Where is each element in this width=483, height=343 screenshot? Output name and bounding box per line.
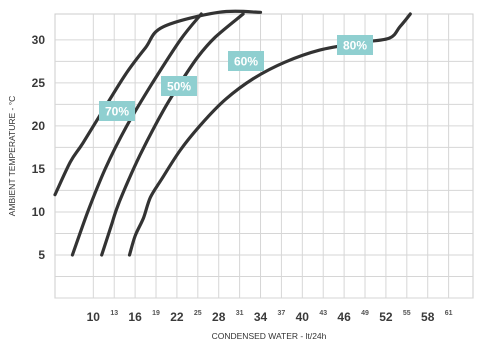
y-axis-title: AMBIENT TEMPERATURE - °C xyxy=(7,96,17,217)
x-tick-label: 16 xyxy=(128,310,142,324)
curves xyxy=(53,9,412,257)
x-tick-label: 46 xyxy=(337,310,351,324)
x-tick-label-minor: 61 xyxy=(445,310,453,317)
y-tick-label: 10 xyxy=(32,205,46,219)
series-label-text: 60% xyxy=(234,55,258,69)
series-label-60-percent: 60% xyxy=(228,51,264,71)
x-tick-label-minor: 55 xyxy=(403,310,411,317)
x-tick-labels: 10 16 22 28 34 40 46 52 58 13 19 25 31 37 43 49 55 61 xyxy=(87,310,453,324)
x-tick-label: 58 xyxy=(421,310,435,324)
x-tick-label: 34 xyxy=(254,310,268,324)
series-labels: 50% 60% 70% 80% xyxy=(99,35,373,121)
x-tick-label-minor: 31 xyxy=(236,310,244,317)
y-tick-label: 25 xyxy=(32,76,46,90)
series-label-80-percent: 80% xyxy=(337,35,373,55)
y-tick-label: 30 xyxy=(32,33,46,47)
series-label-box xyxy=(337,35,373,55)
x-tick-label-minor: 49 xyxy=(361,310,369,317)
curve-50-percent xyxy=(70,12,203,257)
y-tick-labels: 5 10 15 20 25 30 xyxy=(32,33,46,262)
x-tick-label: 28 xyxy=(212,310,226,324)
curve-70-percent xyxy=(53,9,263,197)
x-tick-label-minor: 13 xyxy=(110,310,118,317)
x-tick-label: 52 xyxy=(379,310,393,324)
y-tick-label: 15 xyxy=(32,162,46,176)
x-tick-label: 10 xyxy=(87,310,101,324)
x-tick-label-minor: 43 xyxy=(319,310,327,317)
series-label-text: 80% xyxy=(343,39,367,53)
series-label-text: 50% xyxy=(167,80,191,94)
x-tick-label: 22 xyxy=(170,310,184,324)
curve-60-percent xyxy=(100,12,245,257)
x-tick-label-minor: 37 xyxy=(278,310,286,317)
y-tick-label: 20 xyxy=(32,119,46,133)
x-tick-label-minor: 19 xyxy=(152,310,160,317)
x-axis-title: CONDENSED WATER - lt/24h xyxy=(212,331,327,341)
curve-80-percent xyxy=(127,12,412,257)
series-label-box xyxy=(228,51,264,71)
series-label-70-percent: 70% xyxy=(99,101,135,121)
y-tick-label: 5 xyxy=(38,248,45,262)
series-label-50-percent: 50% xyxy=(161,76,197,96)
series-label-box xyxy=(99,101,135,121)
x-tick-label-minor: 25 xyxy=(194,310,202,317)
series-label-text: 70% xyxy=(105,105,129,119)
series-label-box xyxy=(161,76,197,96)
x-tick-label: 40 xyxy=(296,310,310,324)
